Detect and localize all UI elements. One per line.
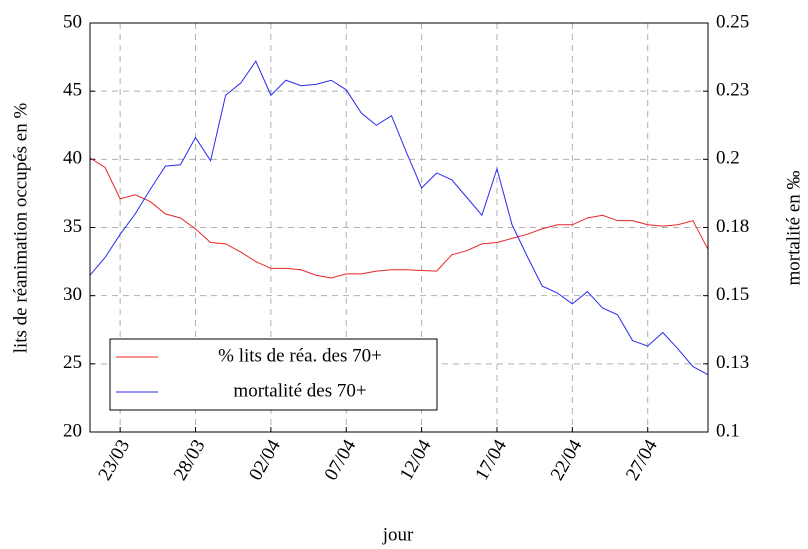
y-tick-label: 35 bbox=[63, 216, 82, 237]
series-line bbox=[89, 157, 709, 279]
series-line bbox=[89, 60, 709, 376]
y2-tick-label: 0.23 bbox=[716, 80, 749, 101]
y2-tick-label: 0.18 bbox=[716, 216, 749, 237]
y2-tick-label: 0.25 bbox=[716, 11, 749, 32]
x-tick-label: 07/04 bbox=[321, 436, 361, 484]
y-tick-label: 30 bbox=[63, 284, 82, 305]
y-tick-label: 25 bbox=[63, 352, 82, 373]
y-tick-label: 40 bbox=[63, 148, 82, 169]
plot-frame bbox=[89, 22, 709, 433]
y2-tick-label: 0.2 bbox=[716, 148, 740, 169]
y-axis-label: lits de réanimation occupés en % bbox=[10, 103, 31, 354]
x-axis-label: jour bbox=[382, 524, 414, 545]
x-tick-label: 28/03 bbox=[170, 436, 210, 484]
x-tick-label: 23/03 bbox=[94, 436, 134, 484]
x-tick-label: 27/04 bbox=[622, 436, 662, 484]
legend-label: % lits de réa. des 70+ bbox=[218, 345, 382, 366]
y2-tick-label: 0.1 bbox=[716, 420, 740, 441]
x-tick-label: 17/04 bbox=[471, 436, 511, 484]
x-tick-label: 02/04 bbox=[245, 436, 285, 484]
y-tick-label: 45 bbox=[63, 80, 82, 101]
y-tick-label: 50 bbox=[63, 11, 82, 32]
legend-box bbox=[109, 338, 438, 411]
y-tick-label: 20 bbox=[63, 420, 82, 441]
legend-label: mortalité des 70+ bbox=[233, 380, 366, 401]
y2-tick-label: 0.13 bbox=[716, 352, 749, 373]
x-tick-label: 12/04 bbox=[396, 436, 436, 484]
x-tick-label: 22/04 bbox=[547, 436, 587, 484]
y2-axis-label: mortalité en ‰ bbox=[783, 170, 804, 285]
y2-tick-label: 0.15 bbox=[716, 284, 749, 305]
